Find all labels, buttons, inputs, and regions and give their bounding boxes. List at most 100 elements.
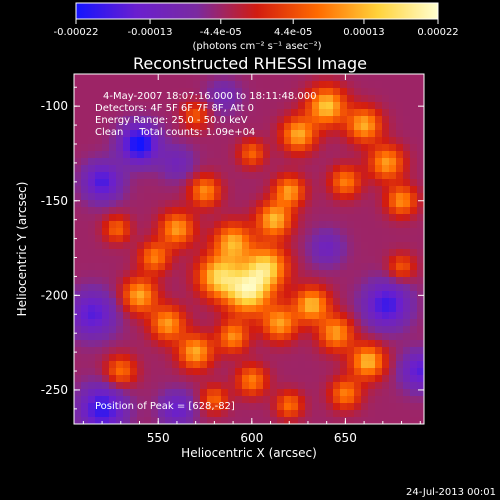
heatmap-cell — [88, 109, 96, 117]
heatmap-cell — [389, 284, 397, 292]
heatmap-cell — [368, 375, 376, 383]
heatmap-cell — [270, 291, 278, 299]
heatmap-cell — [389, 417, 397, 424]
heatmap-cell — [396, 305, 404, 313]
heatmap-cell — [123, 340, 131, 348]
heatmap-cell — [347, 354, 355, 362]
heatmap-cell — [389, 298, 397, 306]
heatmap-cell — [291, 270, 299, 278]
heatmap-cell — [109, 305, 117, 313]
heatmap-cell — [375, 221, 383, 229]
heatmap-cell — [277, 200, 285, 208]
annotation-energy: Energy Range: 25.0 - 50.0 keV — [95, 115, 248, 126]
heatmap-cell — [354, 263, 362, 271]
heatmap-cell — [172, 277, 180, 285]
heatmap-cell — [326, 354, 334, 362]
heatmap-cell — [270, 305, 278, 313]
heatmap-cell — [214, 277, 222, 285]
heatmap-cell — [74, 298, 82, 306]
heatmap-cell — [312, 235, 320, 243]
heatmap-cell — [368, 214, 376, 222]
heatmap-cell — [214, 284, 222, 292]
heatmap-cell — [207, 116, 215, 124]
heatmap-cell — [137, 172, 145, 180]
heatmap-cell — [417, 298, 424, 306]
heatmap-cell — [417, 403, 424, 411]
heatmap-cell — [242, 242, 250, 250]
heatmap-cell — [249, 235, 257, 243]
heatmap-cell — [256, 284, 264, 292]
heatmap-cell — [403, 340, 411, 348]
heatmap-cell — [81, 382, 89, 390]
heatmap-cell — [319, 382, 327, 390]
heatmap-cell — [95, 298, 103, 306]
heatmap-cell — [242, 88, 250, 96]
heatmap-cell — [382, 179, 390, 187]
heatmap-cell — [270, 270, 278, 278]
heatmap-cell — [298, 403, 306, 411]
heatmap-cell — [235, 144, 243, 152]
heatmap-cell — [214, 88, 222, 96]
heatmap-cell — [305, 326, 313, 334]
heatmap-cell — [410, 410, 418, 418]
heatmap-cell — [277, 179, 285, 187]
heatmap-cell — [368, 123, 376, 131]
heatmap-cell — [249, 200, 257, 208]
heatmap-cell — [193, 312, 201, 320]
heatmap-cell — [389, 123, 397, 131]
heatmap-cell — [291, 81, 299, 89]
heatmap-cell — [158, 179, 166, 187]
heatmap-cell — [179, 249, 187, 257]
heatmap-cell — [291, 298, 299, 306]
heatmap-cell — [368, 144, 376, 152]
heatmap-cell — [228, 319, 236, 327]
heatmap-cell — [116, 270, 124, 278]
heatmap-cell — [368, 137, 376, 145]
heatmap-cell — [144, 284, 152, 292]
heatmap-cell — [186, 396, 194, 404]
heatmap-cell — [319, 88, 327, 96]
heatmap-cell — [228, 389, 236, 397]
heatmap-cell — [235, 130, 243, 138]
heatmap-cell — [347, 221, 355, 229]
heatmap-cell — [193, 102, 201, 110]
heatmap-cell — [200, 417, 208, 424]
heatmap-cell — [81, 333, 89, 341]
heatmap-cell — [228, 417, 236, 424]
heatmap-cell — [354, 312, 362, 320]
heatmap-cell — [361, 340, 369, 348]
heatmap-cell — [319, 417, 327, 424]
heatmap-cell — [319, 284, 327, 292]
heatmap-cell — [214, 95, 222, 103]
heatmap-cell — [207, 326, 215, 334]
heatmap-cell — [158, 396, 166, 404]
heatmap-cell — [298, 235, 306, 243]
heatmap-cell — [200, 242, 208, 250]
heatmap-cell — [109, 389, 117, 397]
heatmap-cell — [354, 123, 362, 131]
heatmap-cell — [284, 340, 292, 348]
heatmap-cell — [284, 326, 292, 334]
heatmap-cell — [116, 410, 124, 418]
heatmap-cell — [284, 130, 292, 138]
heatmap-cell — [326, 179, 334, 187]
heatmap-cell — [74, 354, 82, 362]
heatmap-cell — [144, 74, 152, 82]
heatmap-cell — [333, 389, 341, 397]
heatmap-cell — [333, 249, 341, 257]
heatmap-cell — [291, 284, 299, 292]
heatmap-cell — [242, 221, 250, 229]
heatmap-cell — [228, 74, 236, 82]
heatmap-cell — [151, 123, 159, 131]
heatmap-cell — [410, 165, 418, 173]
heatmap-cell — [207, 200, 215, 208]
heatmap-cell — [312, 305, 320, 313]
heatmap-cell — [263, 200, 271, 208]
heatmap-cell — [116, 158, 124, 166]
heatmap-cell — [410, 403, 418, 411]
heatmap-cell — [291, 214, 299, 222]
heatmap-cell — [263, 165, 271, 173]
heatmap-cell — [333, 95, 341, 103]
heatmap-cell — [214, 396, 222, 404]
heatmap-cell — [291, 263, 299, 271]
